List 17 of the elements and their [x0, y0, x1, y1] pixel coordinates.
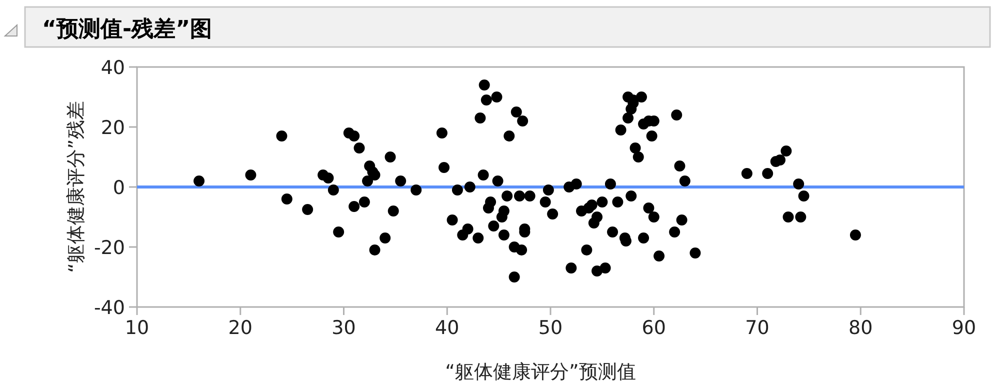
x-tick-label: 10 [124, 317, 150, 339]
y-tick-label: 20 [100, 117, 125, 139]
x-tick-label: 90 [952, 317, 976, 339]
y-tick-label: -40 [94, 297, 125, 319]
x-tick-label: 40 [435, 317, 460, 339]
x-tick-label: 60 [642, 317, 666, 339]
x-tick-label: 70 [745, 317, 770, 339]
y-tick-label: -20 [94, 237, 125, 259]
y-tick-label: 40 [100, 57, 125, 79]
x-axis-title: “躯体健康评分”预测值 [445, 361, 636, 383]
y-axis-title: “躯体健康评分”残差 [65, 101, 87, 273]
y-tick-label: 0 [112, 177, 125, 199]
x-tick-label: 30 [332, 317, 356, 339]
x-tick-label: 50 [538, 317, 563, 339]
x-tick-label: 20 [228, 317, 252, 339]
x-tick-label: 80 [848, 317, 873, 339]
chart-title: “预测值-残差”图 [42, 17, 212, 42]
